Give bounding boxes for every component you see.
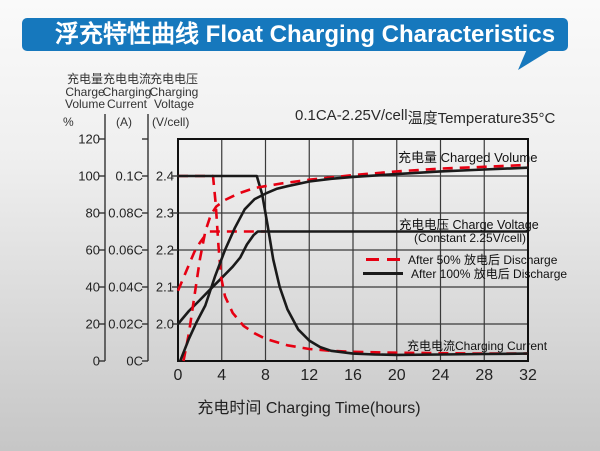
- axis-unit-ampere: (A): [116, 115, 132, 129]
- svg-text:16: 16: [344, 367, 362, 384]
- title-banner: 浮充特性曲线 Float Charging Characteristics: [22, 18, 568, 51]
- label-constant-voltage: (Constant 2.25V/cell): [414, 231, 527, 245]
- axis-title-en: Charge: [65, 84, 105, 99]
- svg-text:0C: 0C: [126, 354, 143, 369]
- axis-title-en: Current: [106, 97, 147, 111]
- svg-text:40: 40: [86, 280, 100, 295]
- axis-title-en: Charging: [102, 84, 152, 99]
- legend-label: After 100% 放电后 Discharge: [411, 266, 568, 281]
- svg-text:100: 100: [78, 169, 100, 184]
- svg-text:80: 80: [86, 206, 100, 221]
- label-charged-volume: 充电量 Charged Volume: [398, 150, 538, 165]
- label-charging-current: 充电电流Charging Current: [407, 339, 548, 353]
- svg-text:2.3: 2.3: [156, 206, 174, 221]
- svg-text:120: 120: [78, 132, 100, 147]
- svg-text:0: 0: [93, 354, 100, 369]
- legend-item-after-100pct: After 100% 放电后 Discharge: [363, 266, 568, 281]
- svg-text:0.02C: 0.02C: [108, 317, 143, 332]
- subtitle-temperature: 温度Temperature35°C: [407, 110, 556, 127]
- axis-title-en: Charging: [149, 84, 199, 99]
- page-title: 浮充特性曲线 Float Charging Characteristics: [55, 21, 556, 48]
- axis-unit-percent: %: [63, 115, 74, 129]
- axis-title-en: Voltage: [153, 97, 195, 111]
- svg-text:0.08C: 0.08C: [108, 206, 143, 221]
- axis-title-cn: 充电电压: [149, 72, 198, 86]
- legend-label: After 50% 放电后 Discharge: [408, 252, 558, 267]
- svg-text:2.4: 2.4: [156, 169, 174, 184]
- chart-subtitle: 0.1CA-2.25V/cell 温度Temperature35°C: [295, 107, 555, 128]
- svg-text:24: 24: [432, 367, 450, 384]
- svg-text:0: 0: [174, 367, 183, 384]
- svg-text:8: 8: [261, 367, 270, 384]
- svg-text:2.2: 2.2: [156, 243, 174, 258]
- subtitle-condition: 0.1CA-2.25V/cell: [295, 107, 408, 124]
- banner-tail: [518, 49, 552, 70]
- x-axis-title: 充电时间 Charging Time(hours): [197, 400, 421, 417]
- svg-text:2.0: 2.0: [156, 317, 174, 332]
- svg-text:20: 20: [86, 317, 100, 332]
- svg-text:0.04C: 0.04C: [108, 280, 143, 295]
- axis-title-en: Volume: [64, 97, 106, 111]
- axis-title-charging-current: 充电电流 Charging Current: [102, 73, 152, 111]
- svg-text:28: 28: [475, 367, 493, 384]
- axis-title-cn: 充电电流: [102, 72, 151, 86]
- axis-unit-vcell: (V/cell): [152, 115, 190, 129]
- svg-text:60: 60: [86, 243, 100, 258]
- legend-sample-red-dashed: [366, 257, 400, 261]
- svg-text:4: 4: [217, 367, 226, 384]
- svg-text:32: 32: [519, 367, 537, 384]
- legend-item-after-50pct: After 50% 放电后 Discharge: [366, 252, 558, 267]
- axis-title-charging-voltage: 充电电压 Charging Voltage: [149, 73, 199, 111]
- svg-text:0.06C: 0.06C: [108, 243, 143, 258]
- axis-title-cn: 充电量: [66, 72, 103, 86]
- svg-text:12: 12: [300, 367, 318, 384]
- label-charge-voltage: 充电电压 Charge Voltage: [399, 218, 539, 232]
- legend-sample-black-solid: [363, 271, 403, 275]
- svg-text:0.1C: 0.1C: [116, 169, 143, 184]
- axis-title-charge-volume: 充电量 Charge Volume: [56, 73, 114, 111]
- svg-text:20: 20: [388, 367, 406, 384]
- svg-text:2.1: 2.1: [156, 280, 174, 295]
